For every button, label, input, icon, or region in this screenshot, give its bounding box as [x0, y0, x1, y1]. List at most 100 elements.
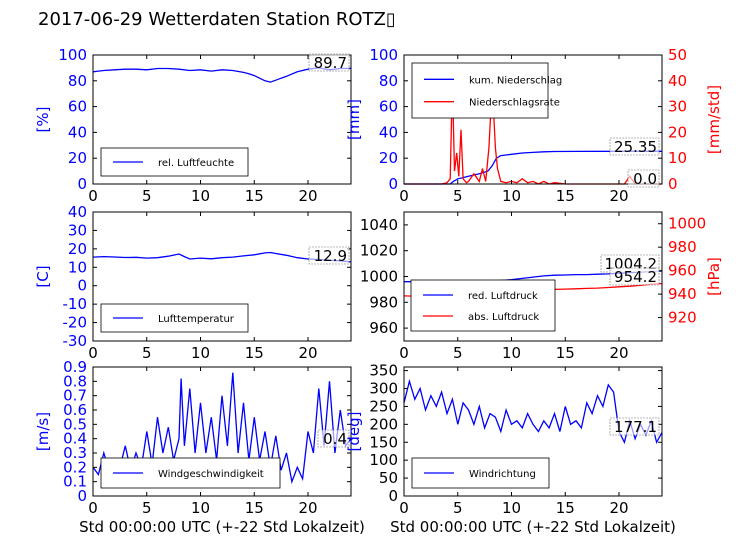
legend-box [411, 62, 549, 119]
value-annotation: 0.4 [323, 430, 347, 448]
y-tick-label: 980 [369, 293, 398, 311]
y-tick-label: 1040 [360, 216, 398, 234]
series-line-1-1 [92, 67, 352, 83]
y-tick-label: 0 [77, 175, 87, 193]
x-tick-label: 15 [556, 187, 575, 205]
panel-1: 0 5 10 15 20 0 20 40 60 80 100 [%] rel. Luftfeuchte 8… [34, 46, 352, 205]
x-tick-label: 20 [609, 499, 628, 517]
plot-frame [403, 366, 663, 497]
panel-5: 0 5 10 15 2000.10.20.30.40.50.60.70.80.9[m/s… [34, 358, 365, 536]
value-annotation: 954.2 [614, 268, 657, 286]
y-tick-label: 100 [369, 451, 398, 469]
y-tick-label: 0.1 [63, 473, 87, 491]
y-right-tick-label: 50 [668, 46, 687, 64]
series-line-2-1 [404, 150, 662, 185]
series-line-5-1 [92, 372, 352, 485]
y-tick-label: 300 [369, 380, 398, 398]
value-annotation: 89.7 [314, 54, 347, 72]
x-tick-label: 5 [142, 499, 152, 517]
y-right-tick-label: 30 [668, 98, 687, 116]
y-tick-label: 0.6 [63, 401, 87, 419]
series-line-3-1 [92, 251, 352, 263]
y-tick-label: 0.5 [63, 415, 87, 433]
value-annotation: 177.1 [614, 418, 657, 436]
y-axis-label: [m/s] [34, 412, 52, 451]
x-tick-label: 20 [298, 499, 317, 517]
y-tick-label: 40 [68, 123, 87, 141]
x-tick-label: 0 [399, 344, 409, 362]
x-tick-label: 5 [453, 187, 463, 205]
y-tick-label: 40 [379, 123, 398, 141]
y-tick-label: 60 [379, 98, 398, 116]
y-tick-label: 100 [369, 46, 398, 64]
y-right-tick-label: 10 [668, 149, 687, 167]
x-tick-label: 10 [502, 499, 521, 517]
panel-3: 0 5 10 15 20-30-20-10010203040[C]Lufttempera… [34, 203, 352, 362]
x-tick-label: 5 [142, 187, 152, 205]
y-right-tick-label: 920 [668, 309, 697, 327]
y-tick-label: 0.9 [63, 358, 87, 376]
legend-label: red. Luftdruck [468, 291, 538, 302]
x-tick-label: 10 [191, 344, 210, 362]
y-tick-label: 80 [379, 72, 398, 90]
y-tick-label: 0 [77, 487, 87, 505]
y-tick-label: 100 [58, 46, 87, 64]
value-annotation-box [308, 246, 350, 265]
y-tick-label: 20 [68, 149, 87, 167]
y-tick-label: 30 [68, 221, 87, 239]
y-tick-label: 1000 [360, 268, 398, 286]
x-tick-label: 10 [502, 344, 521, 362]
value-annotation-box [317, 429, 350, 448]
panel-2: 0 5 10 15 20 0 20 40 60 80 100 0 10 20 30 40 50 [mm] [mm/s… [345, 46, 723, 205]
y-axis-label: [C] [34, 265, 52, 287]
y-tick-label: 200 [369, 415, 398, 433]
x-tick-label: 0 [399, 187, 409, 205]
plot-frame [403, 54, 663, 185]
y-tick-label: 0 [77, 277, 87, 295]
y-right-tick-label: 960 [668, 262, 697, 280]
y-right-tick-label: 1000 [668, 215, 706, 233]
y-tick-label: 40 [68, 203, 87, 221]
y-right-axis-label: [mm/std] [705, 85, 723, 154]
x-tick-label: 15 [556, 499, 575, 517]
y-right-tick-label: 980 [668, 238, 697, 256]
legend-label: Lufttemperatur [158, 314, 235, 325]
x-tick-label: 0 [88, 499, 98, 517]
y-tick-label: 250 [369, 397, 398, 415]
y-tick-label: 350 [369, 362, 398, 380]
y-tick-label: 60 [68, 98, 87, 116]
y-tick-label: 50 [379, 469, 398, 487]
x-axis-label: Std 00:00:00 UTC (+-22 Std Lokalzeit) [390, 518, 676, 536]
x-tick-label: 20 [298, 344, 317, 362]
x-tick-label: 10 [191, 499, 210, 517]
y-tick-label: 960 [369, 319, 398, 337]
x-tick-label: 5 [453, 499, 463, 517]
value-annotation: 0.0 [633, 170, 657, 188]
legend-label: Windrichtung [469, 469, 536, 480]
y-tick-label: 0 [388, 487, 398, 505]
x-tick-label: 0 [399, 499, 409, 517]
legend: red. Luftdruck abs. Luftdruck [410, 279, 556, 332]
y-tick-label: 20 [68, 240, 87, 258]
plot-frame [92, 366, 352, 497]
legend-label: Windgeschwindigkeit [158, 469, 264, 480]
x-axis-label: Std 00:00:00 UTC (+-22 Std Lokalzeit) [79, 518, 365, 536]
series-line-2-2 [404, 80, 662, 185]
y-tick-label: 150 [369, 433, 398, 451]
y-tick-label: 0 [388, 175, 398, 193]
legend-label: Niederschlagsrate [469, 98, 560, 109]
y-tick-label: 0.8 [63, 372, 87, 390]
x-tick-label: 5 [453, 344, 463, 362]
value-annotation: 25.35 [614, 138, 657, 156]
x-tick-label: 15 [556, 344, 575, 362]
y-tick-label: 0.7 [63, 387, 87, 405]
legend: Windgeschwindigkeit [100, 457, 281, 489]
y-tick-label: 10 [68, 258, 87, 276]
legend-box [100, 457, 281, 489]
y-right-tick-label: 20 [668, 123, 687, 141]
y-tick-label: 0.3 [63, 444, 87, 462]
y-tick-label: 80 [68, 72, 87, 90]
y-right-axis-label: [hPa] [705, 257, 723, 296]
